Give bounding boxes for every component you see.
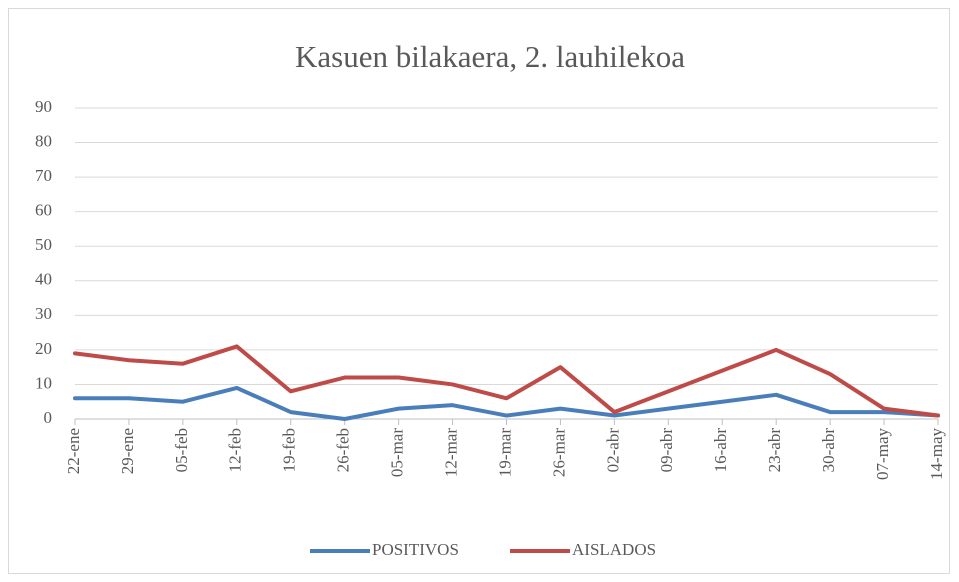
x-tick-label: 19-feb <box>280 428 299 472</box>
series-line <box>73 385 940 421</box>
y-tick-label: 70 <box>35 166 52 185</box>
y-tick-label: 60 <box>35 201 52 220</box>
x-tick-label: 07-may <box>873 428 892 480</box>
y-tick-label: 20 <box>35 339 52 358</box>
x-tick-label: 30-abr <box>819 428 838 473</box>
x-tick-label: 26-mar <box>549 428 568 477</box>
x-tick-label: 16-abr <box>711 428 730 473</box>
legend-label: POSITIVOS <box>372 540 459 559</box>
x-tick-label: 12-mar <box>441 428 460 477</box>
legend-label: AISLADOS <box>572 540 656 559</box>
y-tick-label: 40 <box>35 270 52 289</box>
x-tick-label: 29-ene <box>118 428 137 474</box>
x-tick-label: 19-mar <box>495 428 514 477</box>
chart-border <box>8 8 950 574</box>
y-tick-label: 10 <box>35 373 52 392</box>
y-tick-label: 0 <box>44 408 53 427</box>
series-line <box>73 344 940 418</box>
x-tick-label: 22-ene <box>64 428 83 474</box>
x-tick-label: 05-feb <box>172 428 191 472</box>
x-tick-label: 09-abr <box>657 428 676 473</box>
chart-title: Kasuen bilakaera, 2. lauhilekoa <box>295 39 685 74</box>
y-tick-label: 50 <box>35 235 52 254</box>
x-tick-label: 14-may <box>927 428 946 480</box>
y-tick-label: 90 <box>35 97 52 116</box>
x-tick-label: 12-feb <box>226 428 245 472</box>
y-tick-label: 80 <box>35 131 52 150</box>
x-tick-label: 26-feb <box>334 428 353 472</box>
x-tick-label: 02-abr <box>603 428 622 473</box>
x-tick-label: 05-mar <box>388 428 407 477</box>
x-tick-label: 23-abr <box>765 428 784 473</box>
y-tick-label: 30 <box>35 304 52 323</box>
